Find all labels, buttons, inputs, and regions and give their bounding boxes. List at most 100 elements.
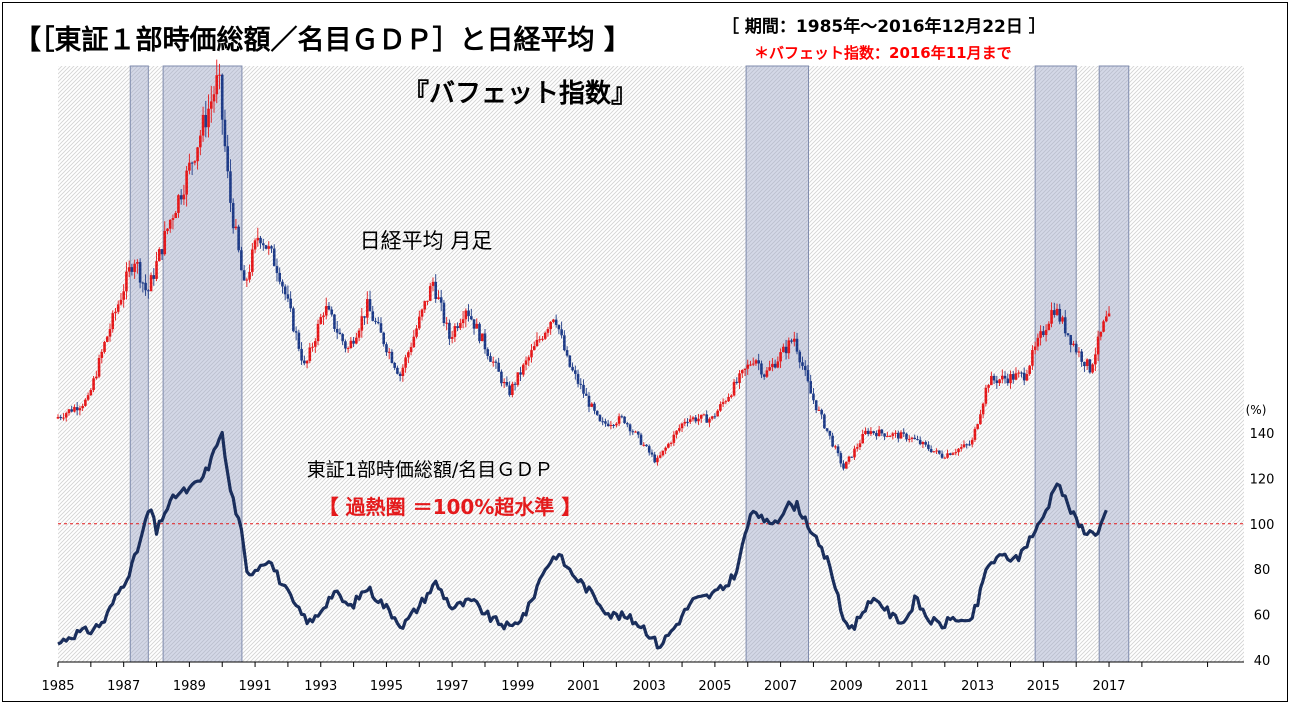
x-tick-label: 2005: [698, 679, 731, 694]
candle-body: [508, 385, 511, 396]
y-tick-label: 60: [1254, 609, 1271, 624]
candle-body: [948, 453, 952, 455]
candle-body: [513, 383, 517, 385]
candle-body: [929, 448, 933, 453]
candle-body: [155, 261, 158, 279]
candle-body: [125, 271, 128, 292]
candle-body: [719, 404, 722, 411]
candle-body: [834, 446, 837, 448]
candle-body: [842, 463, 845, 469]
candle-body: [376, 321, 380, 324]
candle-body: [480, 333, 484, 342]
candle-body: [746, 364, 750, 369]
candle-body: [70, 409, 73, 412]
candle-body: [740, 370, 744, 374]
candle-body: [620, 416, 624, 418]
candle-body: [642, 444, 646, 446]
candle-body: [962, 444, 966, 448]
candle-body: [779, 352, 782, 362]
candle-body: [604, 421, 607, 424]
candle-body: [497, 362, 500, 372]
candle-body: [593, 403, 596, 411]
candle-body: [84, 399, 87, 406]
x-tick-label: 1989: [173, 679, 206, 694]
candle-body: [598, 414, 602, 422]
candle-body: [606, 423, 610, 427]
candle-body: [231, 202, 235, 229]
candle-body: [839, 453, 843, 464]
candle-body: [738, 373, 741, 383]
candle-body: [694, 417, 698, 422]
candle-body: [940, 453, 944, 458]
candle-body: [439, 297, 443, 303]
candle-body: [762, 374, 766, 377]
candle-body: [910, 437, 914, 439]
y-tick-label: 140: [1250, 427, 1275, 442]
candle-body: [275, 266, 279, 273]
candle-body: [201, 114, 205, 136]
candle-body: [245, 279, 249, 281]
y-tick-label: 80: [1254, 563, 1271, 578]
candle-body: [636, 431, 640, 435]
candle-body: [530, 350, 533, 358]
x-tick-label: 1997: [436, 679, 469, 694]
candle-body: [199, 135, 202, 148]
candle-body: [743, 368, 747, 371]
candle-body: [844, 461, 848, 469]
candle-body: [886, 435, 889, 437]
candle-body: [850, 456, 854, 458]
candle-body: [401, 367, 405, 376]
candle-body: [491, 361, 495, 363]
candle-body: [379, 323, 383, 333]
candle-body: [349, 340, 353, 349]
candle-body: [924, 442, 927, 445]
candle-body: [502, 381, 506, 384]
candle-body: [705, 414, 708, 423]
candle-body: [264, 245, 268, 249]
candle-body: [984, 387, 988, 404]
candle-body: [1025, 374, 1029, 381]
candle-body: [907, 438, 911, 440]
candle-body: [990, 375, 993, 386]
threshold-label: 【 過熱圏 ＝100%超水準 】: [319, 495, 582, 519]
candle-body: [650, 452, 654, 455]
candle-body: [105, 336, 109, 342]
candle-body: [776, 361, 780, 368]
candle-body: [92, 378, 95, 391]
candle-body: [78, 408, 82, 411]
y-tick-label: 100: [1250, 518, 1275, 533]
candle-body: [147, 290, 150, 292]
candle-body: [891, 433, 895, 436]
candle-body: [519, 372, 522, 375]
candle-body: [858, 443, 862, 448]
candle-body: [420, 309, 424, 317]
candle-body: [1074, 343, 1078, 353]
candle-body: [669, 442, 673, 444]
shaded-period: [162, 65, 243, 663]
candle-body: [1039, 331, 1042, 338]
candle-body: [1107, 313, 1111, 317]
candle-body: [1099, 331, 1103, 337]
candle-body: [656, 457, 659, 463]
candle-body: [95, 376, 98, 379]
candle-body: [193, 161, 197, 163]
candle-body: [792, 338, 796, 342]
candle-body: [954, 452, 958, 454]
candle-body: [426, 300, 429, 302]
candle-body: [721, 402, 725, 405]
candle-body: [152, 275, 156, 279]
x-tick-label: 2011: [895, 679, 928, 694]
candle-body: [144, 282, 147, 291]
candle-body: [710, 416, 714, 419]
candle-body: [576, 373, 580, 384]
candle-body: [951, 453, 955, 455]
candle-body: [727, 397, 730, 402]
candle-body: [442, 302, 446, 324]
candle-body: [768, 367, 771, 371]
candle-body: [1011, 374, 1015, 380]
nikkei-series-label: 日経平均 月足: [360, 229, 493, 253]
candle-body: [67, 409, 71, 414]
candle-body: [935, 450, 938, 452]
candle-body: [817, 409, 821, 411]
